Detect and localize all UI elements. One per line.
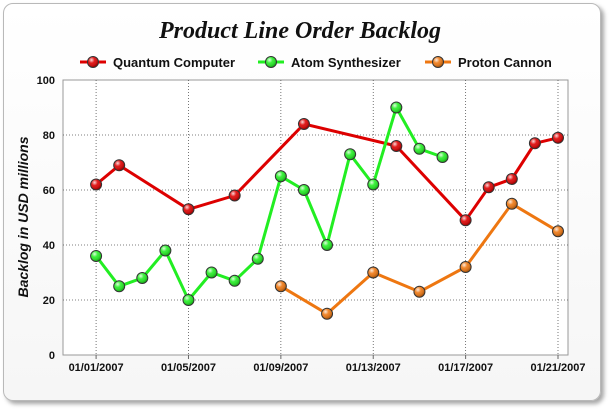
y-tick-label: 100 xyxy=(37,75,55,87)
y-tick-label: 40 xyxy=(43,240,55,252)
legend-marker-shine xyxy=(88,57,98,67)
data-point-shine xyxy=(506,174,517,184)
legend: Quantum Computer Atom Synthesizer Proton C… xyxy=(80,55,552,70)
x-tick-label: 01/01/2007 xyxy=(69,362,124,374)
grid-lines xyxy=(63,80,568,355)
data-point-shine xyxy=(275,281,286,292)
data-point-shine xyxy=(414,143,425,154)
x-tick-label: 01/05/2007 xyxy=(161,362,216,374)
y-axis-title: Backlog in USD millions xyxy=(15,136,31,297)
legend-label-proton-cannon: Proton Cannon xyxy=(458,55,552,70)
y-tick-label: 0 xyxy=(49,350,55,362)
data-point-shine xyxy=(91,179,102,190)
x-tick-label: 01/13/2007 xyxy=(346,362,401,374)
data-point-shine xyxy=(345,149,356,160)
data-point-shine xyxy=(414,286,425,297)
data-point-shine xyxy=(506,198,517,209)
data-point-shine xyxy=(229,275,240,286)
series-layer xyxy=(90,101,564,320)
data-point-shine xyxy=(114,281,125,292)
data-point-shine xyxy=(553,132,563,143)
data-point-shine xyxy=(91,251,102,261)
data-point-shine xyxy=(137,273,148,283)
data-point-shine xyxy=(322,308,333,319)
y-tick-label: 60 xyxy=(43,185,55,197)
series-line-atom-synthesizer xyxy=(94,106,444,302)
data-point-shine xyxy=(368,267,379,278)
chart-title: Product Line Order Backlog xyxy=(158,18,441,44)
data-point-shine xyxy=(160,245,171,256)
x-tick-label: 01/09/2007 xyxy=(253,362,308,374)
legend-marker-shine xyxy=(433,57,443,67)
data-point-shine xyxy=(391,141,402,151)
data-point-shine xyxy=(368,179,379,190)
legend-marker-shine xyxy=(266,57,276,67)
data-point-shine xyxy=(322,240,333,250)
data-point-shine xyxy=(437,152,448,162)
x-tick-label: 01/21/2007 xyxy=(530,362,585,374)
data-point-shine xyxy=(460,215,471,226)
legend-label-quantum-computer: Quantum Computer xyxy=(113,55,235,70)
data-point-shine xyxy=(298,119,309,129)
legend-label-atom-synthesizer: Atom Synthesizer xyxy=(291,55,401,70)
y-tick-label: 80 xyxy=(43,130,55,142)
x-tick-label: 01/17/2007 xyxy=(438,362,493,374)
data-point-shine xyxy=(183,204,194,215)
data-point-shine xyxy=(183,295,194,305)
data-point-shine xyxy=(460,262,471,272)
data-point-shine xyxy=(275,171,286,182)
axes: 0 20 40 60 80 100 01/01/2007 01/05/2007 01/09/20… xyxy=(37,75,586,374)
y-tick-label: 20 xyxy=(43,295,55,307)
data-point-shine xyxy=(553,226,563,237)
data-point-shine xyxy=(298,185,309,195)
data-point-shine xyxy=(114,160,125,171)
data-point-shine xyxy=(252,253,263,264)
data-point-shine xyxy=(529,138,540,149)
data-point-shine xyxy=(229,190,240,201)
data-point-shine xyxy=(483,182,494,193)
data-point-shine xyxy=(391,102,402,113)
data-point-shine xyxy=(206,267,217,278)
